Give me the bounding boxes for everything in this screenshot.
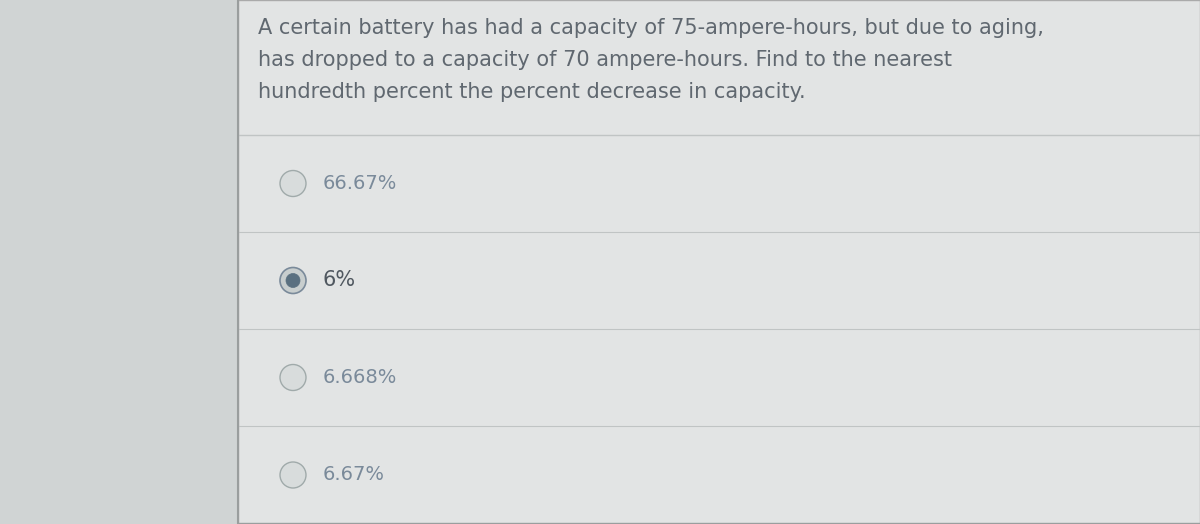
- Text: A certain battery has had a capacity of 75-ampere-hours, but due to aging,: A certain battery has had a capacity of …: [258, 18, 1044, 38]
- Bar: [238, 0, 1200, 524]
- Circle shape: [280, 462, 306, 488]
- Text: hundredth percent the percent decrease in capacity.: hundredth percent the percent decrease i…: [258, 82, 805, 102]
- Circle shape: [280, 365, 306, 390]
- Text: 66.67%: 66.67%: [323, 174, 397, 193]
- Text: 6.668%: 6.668%: [323, 368, 397, 387]
- Circle shape: [280, 267, 306, 293]
- Text: 6%: 6%: [323, 270, 356, 290]
- Circle shape: [286, 274, 300, 288]
- Text: 6.67%: 6.67%: [323, 465, 385, 485]
- Text: has dropped to a capacity of 70 ampere-hours. Find to the nearest: has dropped to a capacity of 70 ampere-h…: [258, 50, 952, 70]
- Circle shape: [280, 170, 306, 196]
